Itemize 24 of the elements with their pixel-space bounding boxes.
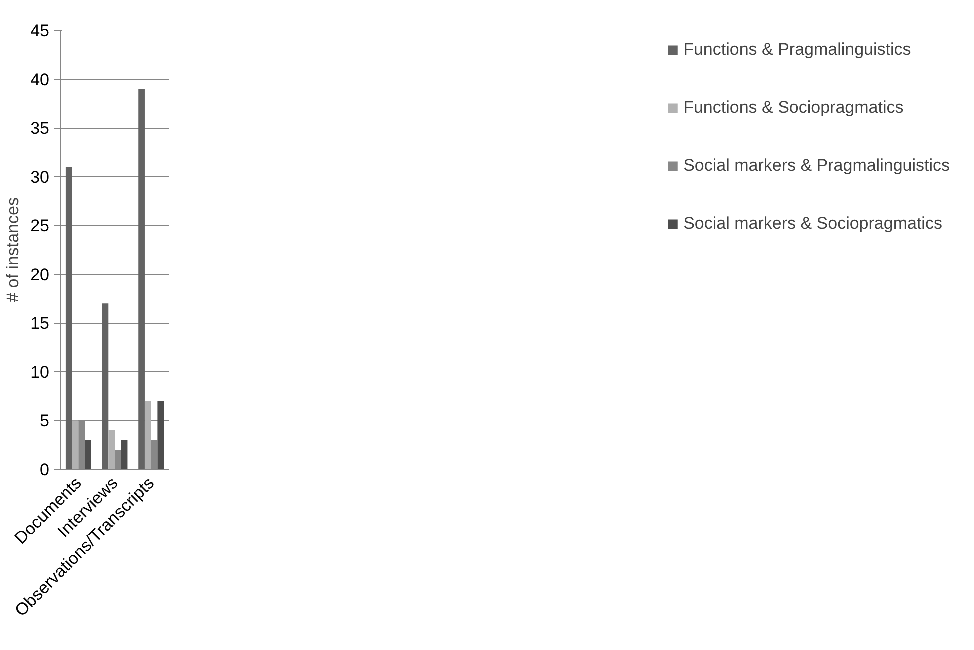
y-tick-label: 40 [30,70,50,90]
legend-label: Social markers & Pragmalinguistics [684,156,950,176]
bar [72,420,79,470]
bar [102,304,109,470]
y-tick-label: 45 [30,22,50,40]
legend-label: Functions & Pragmalinguistics [684,40,912,60]
y-axis-title: # of instances [4,198,23,302]
y-tick-label: 30 [30,168,50,187]
bar [66,167,72,470]
y-tick-label: 15 [30,314,50,334]
bar [158,401,164,470]
legend-label: Social markers & Sociopragmatics [684,214,942,234]
y-tick-label: 25 [30,216,50,236]
y-tick-label: 10 [30,362,50,382]
legend-label: Functions & Sociopragmatics [684,98,904,118]
bar [108,430,115,470]
y-tick-label: 35 [30,119,50,138]
bar [138,89,145,470]
bar [121,440,128,470]
bar [144,401,152,470]
y-tick-label: 0 [40,460,50,480]
y-tick-label: 5 [40,412,50,431]
y-tick-label: 20 [30,265,50,284]
bar [85,440,92,470]
